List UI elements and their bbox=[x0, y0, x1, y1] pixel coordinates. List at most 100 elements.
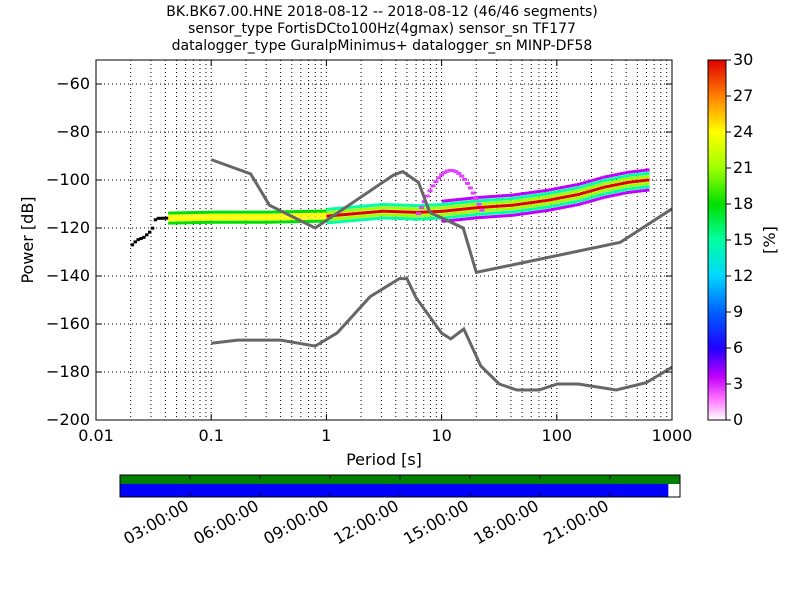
ppsd-cell bbox=[611, 187, 616, 191]
ppsd-cell bbox=[487, 198, 492, 202]
ppsd-cell bbox=[464, 210, 469, 214]
ppsd-cell bbox=[358, 208, 362, 212]
ppsd-cell bbox=[602, 175, 607, 179]
ppsd-cell bbox=[372, 207, 376, 211]
ppsd-cell bbox=[320, 212, 325, 216]
ppsd-cell bbox=[487, 215, 492, 219]
timeline-data-row bbox=[120, 475, 680, 484]
ppsd-cell bbox=[251, 210, 256, 214]
ppsd-cell bbox=[384, 206, 388, 210]
ppsd-cell bbox=[467, 217, 472, 221]
ppsd-cell bbox=[626, 177, 630, 181]
ppsd-cell bbox=[505, 194, 509, 198]
ppsd-cell bbox=[548, 198, 552, 202]
ppsd-cell bbox=[447, 199, 451, 203]
y-tick-label: −60 bbox=[56, 74, 90, 93]
ppsd-cell bbox=[574, 186, 578, 190]
ppsd-cell bbox=[467, 213, 472, 217]
ppsd-cell bbox=[505, 207, 509, 211]
ppsd-cell bbox=[242, 220, 247, 224]
ppsd-cell bbox=[597, 193, 601, 197]
ppsd-cell bbox=[473, 216, 477, 220]
ppsd-cell bbox=[617, 189, 621, 193]
timeline-tick-label: 18:00:00 bbox=[470, 496, 542, 548]
ppsd-cell bbox=[421, 217, 425, 221]
ppsd-cell bbox=[317, 219, 322, 223]
ppsd-cell bbox=[493, 208, 497, 212]
ppsd-cell bbox=[631, 176, 636, 180]
ppsd-cell bbox=[456, 171, 462, 175]
ppsd-cell bbox=[153, 218, 158, 222]
ppsd-cell bbox=[176, 211, 181, 215]
ppsd-cell bbox=[626, 184, 630, 188]
ppsd-cell bbox=[332, 220, 336, 224]
ppsd-cell bbox=[484, 202, 489, 206]
ppsd-cell bbox=[600, 196, 604, 200]
ppsd-cell bbox=[240, 220, 244, 224]
ppsd-cell bbox=[556, 193, 561, 197]
ppsd-cell bbox=[513, 206, 518, 210]
y-axis: −60 −80 −100 −120 −140 −160 −180 −200 bbox=[46, 74, 672, 429]
ppsd-cell bbox=[329, 207, 333, 211]
ppsd-cell bbox=[631, 190, 636, 194]
ppsd-cell bbox=[424, 210, 428, 214]
ppsd-cell bbox=[228, 214, 232, 218]
ppsd-cell bbox=[237, 210, 241, 214]
data-coverage-timeline: 03:00:0006:00:0009:00:0012:00:0015:00:00… bbox=[119, 474, 681, 548]
ppsd-cell bbox=[605, 174, 610, 178]
ppsd-cell bbox=[326, 207, 330, 211]
ppsd-cell bbox=[617, 182, 621, 186]
ppsd-cell bbox=[228, 217, 232, 221]
ppsd-cell bbox=[245, 220, 250, 224]
ppsd-cell bbox=[571, 200, 575, 204]
ppsd-cell bbox=[482, 205, 486, 209]
ppsd-cell bbox=[464, 200, 469, 204]
ppsd-cell bbox=[450, 218, 454, 222]
ppsd-cell bbox=[611, 180, 616, 184]
ppsd-cell bbox=[378, 213, 382, 217]
ppsd-cell bbox=[476, 206, 480, 210]
ppsd-cell bbox=[363, 207, 368, 211]
ppsd-cell bbox=[424, 217, 428, 221]
ppsd-cell bbox=[424, 207, 428, 211]
ppsd-cell bbox=[456, 198, 460, 202]
ppsd-cell bbox=[461, 214, 466, 218]
ppsd-cell bbox=[381, 216, 385, 220]
ppsd-cell bbox=[352, 208, 356, 212]
ppsd-cell bbox=[533, 197, 538, 201]
ppsd-cell bbox=[208, 220, 212, 224]
ppsd-cell bbox=[473, 199, 477, 203]
ppsd-cell bbox=[407, 217, 411, 221]
ppsd-cell bbox=[427, 203, 431, 207]
ppsd-cell bbox=[536, 210, 541, 214]
ppsd-cell bbox=[470, 191, 476, 195]
ppsd-cell bbox=[191, 211, 195, 215]
ppsd-cell bbox=[533, 200, 538, 204]
ppsd-cell bbox=[248, 214, 253, 218]
ppsd-cell bbox=[384, 203, 388, 207]
ppsd-cell bbox=[608, 181, 613, 185]
ppsd-cell bbox=[617, 179, 621, 183]
ppsd-cell bbox=[602, 192, 607, 196]
colorbar bbox=[707, 59, 727, 421]
ppsd-cell bbox=[614, 183, 618, 187]
ppsd-cell bbox=[214, 210, 218, 214]
ppsd-cell bbox=[464, 197, 469, 201]
ppsd-cell bbox=[577, 189, 581, 193]
ppsd-cell bbox=[536, 193, 541, 197]
ppsd-cell bbox=[214, 217, 218, 221]
colorbar-ticks: 0 3 6 9 12 15 18 21 24 27 30 bbox=[726, 50, 753, 429]
ppsd-cell bbox=[435, 216, 440, 220]
ppsd-cell bbox=[450, 215, 454, 219]
ppsd-cell bbox=[458, 211, 463, 215]
ppsd-cell bbox=[369, 203, 374, 207]
ppsd-cell bbox=[349, 219, 353, 223]
ppsd-cell bbox=[363, 204, 368, 208]
ppsd-cell bbox=[225, 210, 230, 214]
ppsd-cell bbox=[513, 199, 518, 203]
ppsd-cell bbox=[528, 201, 532, 205]
ppsd-cell bbox=[228, 210, 232, 214]
ppsd-cell bbox=[456, 218, 460, 222]
ppsd-cell bbox=[453, 218, 457, 222]
timeline-tick-label: 06:00:00 bbox=[190, 496, 262, 548]
